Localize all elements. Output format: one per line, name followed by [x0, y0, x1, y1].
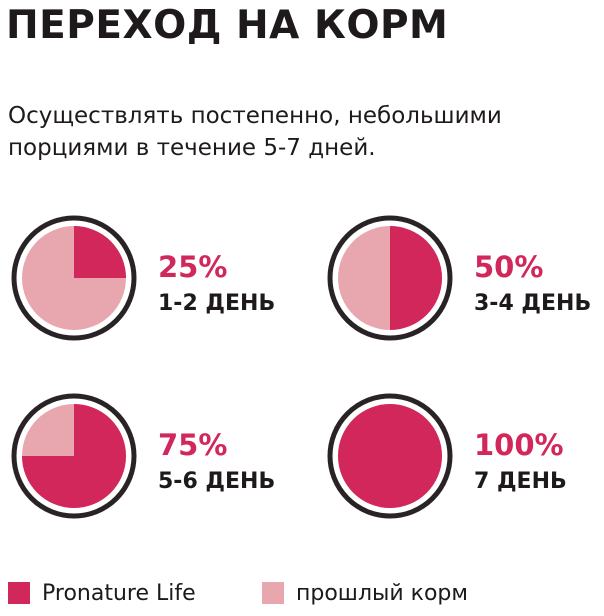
pie-outer-ring [11, 393, 137, 519]
stage-pie-chart [327, 215, 453, 341]
pie-new-food-slice [338, 404, 442, 508]
stage-percent: 25% [158, 250, 228, 284]
stage-day: 5-6 ДЕНЬ [158, 469, 276, 494]
stage-pie-chart [327, 393, 453, 519]
pie-outer-ring [11, 215, 137, 341]
stage-7-day: 100% 7 ДЕНЬ [324, 390, 604, 530]
legend-old-food: прошлый корм [262, 578, 468, 608]
stage-5-6-day: 75% 5-6 ДЕНЬ [8, 390, 308, 530]
new-food-swatch [8, 582, 30, 604]
instruction-text: Осуществлять постепенно, небольшими порц… [8, 103, 502, 161]
pie-new-food-slice [74, 226, 126, 278]
stage-percent: 50% [474, 250, 544, 284]
pie-outer-ring [327, 393, 453, 519]
stage-percent: 75% [158, 428, 228, 462]
page-title: ПЕРЕХОД НА КОРМ [6, 3, 449, 48]
stage-1-2-day: 25% 1-2 ДЕНЬ [8, 212, 308, 352]
stage-day: 1-2 ДЕНЬ [158, 291, 276, 316]
pie-new-food-slice [390, 226, 442, 330]
stage-percent: 100% [474, 428, 564, 462]
stage-pie-chart [11, 393, 137, 519]
legend-new-food-label: Pronature Life [42, 580, 196, 606]
stage-day: 3-4 ДЕНЬ [474, 291, 592, 316]
pie-new-food-slice [22, 404, 126, 508]
legend-new-food: Pronature Life [8, 578, 196, 608]
pie-outer-ring [327, 215, 453, 341]
stage-day: 7 ДЕНЬ [474, 469, 567, 494]
legend-old-food-label: прошлый корм [296, 580, 468, 606]
stage-3-4-day: 50% 3-4 ДЕНЬ [324, 212, 604, 352]
old-food-swatch [262, 582, 284, 604]
stage-pie-chart [11, 215, 137, 341]
